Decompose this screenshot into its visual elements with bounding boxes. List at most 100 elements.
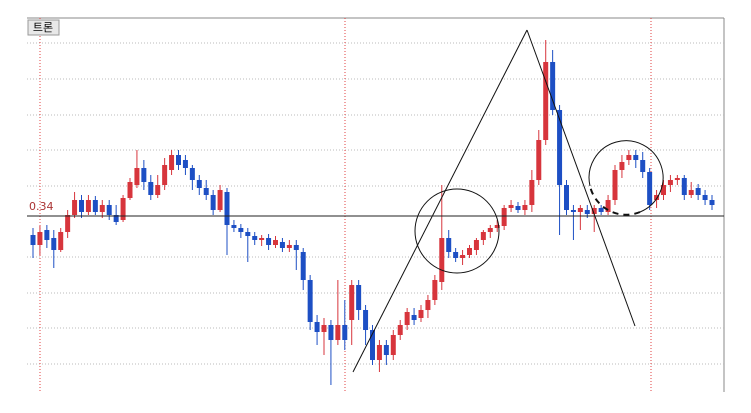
candle-body bbox=[404, 312, 410, 325]
candle-body bbox=[605, 200, 611, 212]
candle-body bbox=[286, 245, 292, 248]
candle-body bbox=[640, 160, 646, 172]
candle-body bbox=[584, 210, 590, 214]
candle-body bbox=[279, 242, 285, 248]
candle-body bbox=[321, 325, 327, 332]
candle-body bbox=[383, 345, 389, 355]
candle-body bbox=[134, 168, 140, 185]
candle-body bbox=[522, 205, 528, 210]
candle-body bbox=[127, 182, 133, 198]
candle-body bbox=[418, 310, 424, 318]
candle-body bbox=[293, 245, 299, 250]
candle-body bbox=[335, 325, 341, 340]
candle-body bbox=[155, 185, 161, 195]
candle-body bbox=[397, 325, 403, 335]
candle-body bbox=[432, 280, 438, 300]
candle-body bbox=[709, 200, 715, 205]
candle-body bbox=[626, 155, 632, 160]
drawings bbox=[352, 29, 664, 373]
candle-body bbox=[487, 228, 493, 232]
candle-body bbox=[356, 285, 362, 310]
candle-body bbox=[79, 200, 84, 212]
candle-body bbox=[30, 235, 36, 245]
candle-body bbox=[85, 200, 91, 212]
candle-body bbox=[591, 208, 597, 214]
candle-body bbox=[460, 255, 466, 258]
candle-body bbox=[51, 238, 57, 250]
title-box bbox=[27, 19, 60, 36]
candle-body bbox=[176, 155, 181, 165]
candle-body bbox=[99, 205, 105, 212]
candle-body bbox=[72, 200, 78, 215]
candle-body bbox=[550, 62, 556, 110]
candle-body bbox=[203, 188, 209, 195]
candle-body bbox=[695, 188, 701, 195]
candle-body bbox=[363, 310, 369, 330]
candle-body bbox=[480, 232, 486, 240]
candle-body bbox=[120, 198, 126, 220]
candle-body bbox=[224, 192, 230, 225]
candle-body bbox=[688, 190, 694, 195]
circle-annotation bbox=[588, 140, 664, 213]
candle-body bbox=[557, 110, 563, 185]
candle-body bbox=[612, 170, 618, 200]
grid bbox=[27, 42, 724, 365]
circle-annotation bbox=[414, 188, 500, 274]
candle-body bbox=[390, 335, 396, 355]
candle-body bbox=[245, 232, 251, 236]
candle-body bbox=[314, 322, 320, 332]
candle-body bbox=[598, 208, 604, 212]
candle-body bbox=[376, 345, 382, 360]
candle-body bbox=[196, 180, 202, 188]
candle-body bbox=[619, 162, 625, 170]
candle-body bbox=[515, 206, 521, 210]
candle-body bbox=[37, 232, 43, 245]
candle-body bbox=[169, 155, 175, 170]
candle-body bbox=[501, 208, 507, 226]
candle-body bbox=[508, 205, 514, 208]
candle-body bbox=[349, 285, 355, 320]
candle-body bbox=[370, 330, 375, 360]
candle-body bbox=[342, 325, 348, 340]
candle-body bbox=[217, 190, 223, 210]
candle-body bbox=[266, 238, 272, 245]
candle-body bbox=[529, 180, 535, 205]
frame bbox=[27, 17, 725, 392]
candle-body bbox=[674, 178, 680, 180]
candle-body bbox=[661, 185, 666, 195]
candle-body bbox=[570, 210, 576, 212]
candle-body bbox=[681, 178, 687, 195]
candle-body bbox=[182, 160, 188, 168]
candle-body bbox=[536, 140, 542, 180]
candle-body bbox=[577, 208, 583, 212]
candle-body bbox=[106, 205, 112, 215]
circle-annotation-dashed bbox=[589, 185, 641, 216]
candle-body bbox=[473, 240, 479, 250]
candle-body bbox=[411, 315, 417, 320]
candle-body bbox=[141, 168, 147, 182]
candle-body bbox=[58, 232, 64, 250]
candle-body bbox=[148, 182, 154, 195]
candle-body bbox=[189, 168, 195, 180]
candle-body bbox=[259, 238, 265, 240]
candle-body bbox=[252, 236, 258, 240]
candle-body bbox=[647, 172, 653, 205]
candle-body bbox=[494, 225, 500, 228]
candle-body bbox=[113, 215, 119, 222]
candle-body bbox=[453, 252, 459, 258]
candle-body bbox=[439, 238, 445, 282]
candle-body bbox=[300, 252, 306, 280]
candle-body bbox=[633, 155, 639, 160]
candle-body bbox=[65, 215, 71, 232]
candle-body bbox=[307, 280, 313, 322]
candle-body bbox=[425, 300, 431, 310]
reference-label: 0.34 bbox=[29, 200, 54, 213]
candle-body bbox=[231, 225, 237, 228]
candle-body bbox=[328, 325, 334, 340]
candle-body bbox=[702, 195, 708, 200]
candle-body bbox=[667, 180, 673, 185]
candle-body bbox=[210, 195, 216, 210]
trend-line bbox=[526, 29, 636, 327]
candle-body bbox=[273, 240, 278, 245]
